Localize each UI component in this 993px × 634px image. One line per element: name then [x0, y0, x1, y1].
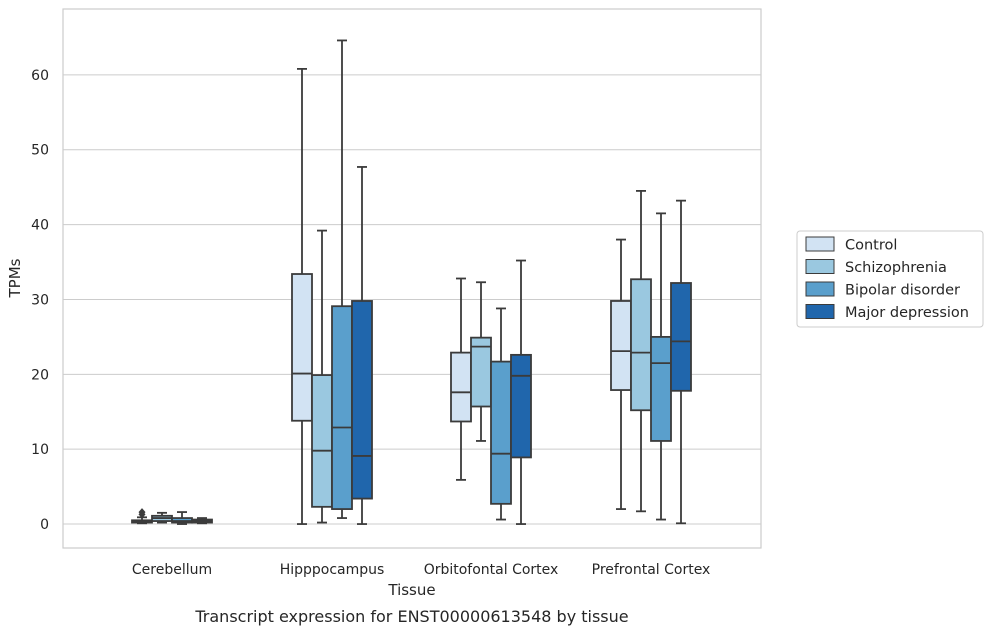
y-tick-label: 20: [31, 367, 49, 383]
x-tick-label: Prefrontal Cortex: [592, 562, 711, 578]
box-iqr: [510, 353, 532, 459]
legend-label: Bipolar disorder: [845, 283, 960, 299]
x-axis-label: Tissue: [387, 581, 435, 599]
box-groups: [131, 39, 692, 525]
outlier-point: [138, 508, 146, 517]
box-iqr: [331, 305, 353, 510]
box-schizophrenia: [630, 190, 652, 513]
legend-swatch: [805, 304, 835, 319]
box-iqr: [670, 282, 692, 392]
box-iqr: [610, 300, 632, 391]
box-major-depression: [510, 259, 532, 525]
box-iqr: [351, 300, 373, 500]
box-control: [610, 238, 632, 510]
box-iqr: [450, 351, 472, 423]
y-tick-label: 10: [31, 442, 49, 458]
box-bipolar-disorder: [171, 511, 193, 525]
legend: Control Schizophrenia Bipolar disorder Majo…: [796, 230, 984, 328]
x-tick-label: Orbitofontal Cortex: [424, 562, 559, 578]
y-tick-label: 40: [31, 218, 49, 234]
box-bipolar-disorder: [331, 39, 353, 519]
x-tick-label: Cerebellum: [132, 562, 212, 578]
box-iqr: [311, 374, 333, 508]
y-tick-label: 50: [31, 143, 49, 159]
box-iqr: [650, 335, 672, 442]
legend-swatch: [805, 259, 835, 274]
legend-swatch: [805, 236, 835, 252]
y-tick-label: 60: [31, 68, 49, 84]
legend-swatch: [805, 281, 835, 297]
box-control: [450, 277, 472, 481]
plot-background: [63, 9, 761, 548]
box-iqr: [291, 273, 313, 422]
legend-label: Major depression: [845, 305, 969, 321]
chart-caption: Transcript expression for ENST0000061354…: [194, 607, 628, 626]
y-tick-label: 30: [31, 292, 49, 308]
box-control: [291, 67, 313, 525]
box-bipolar-disorder: [490, 307, 512, 521]
x-tick-labels: Cerebellum Hipppocampus Orbitofontal Corte…: [132, 562, 710, 578]
box-iqr: [490, 360, 512, 505]
grid-lines: [63, 74, 761, 525]
y-tick-label: 0: [40, 517, 49, 533]
legend-label: Control: [845, 238, 897, 254]
plot-frame: [62, 8, 762, 549]
box-iqr: [630, 278, 652, 412]
legend-label: Schizophrenia: [845, 260, 947, 276]
box-major-depression: [191, 517, 213, 525]
x-tick-label: Hipppocampus: [280, 562, 385, 578]
box-major-depression: [351, 166, 373, 525]
y-tick-labels: 0 10 20 30 40 50 60: [31, 68, 49, 533]
box-major-depression: [670, 199, 692, 525]
box-iqr: [470, 336, 492, 408]
y-axis-label: TPMs: [6, 258, 24, 298]
box-control: [131, 508, 153, 525]
legend-frame: [796, 230, 984, 328]
